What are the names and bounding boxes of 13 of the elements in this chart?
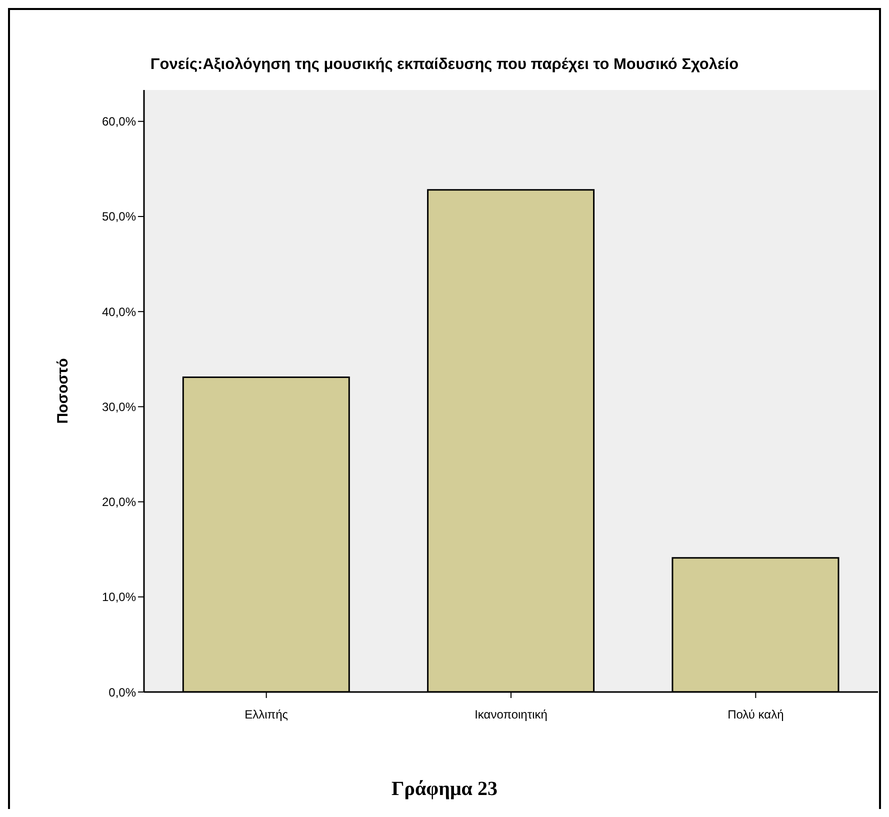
chart-title: Γονείς:Αξιολόγηση της μουσικής εκπαίδευσης που παρέχει το Μουσικό Σχολείο bbox=[149, 56, 740, 74]
y-tick-label: 20,0% bbox=[102, 495, 136, 510]
y-axis-title: Ποσοστό bbox=[54, 358, 72, 424]
y-tick-label: 10,0% bbox=[102, 590, 136, 604]
x-tick-label: Ελλιπής bbox=[244, 708, 288, 722]
y-tick-label: 0,0% bbox=[108, 685, 136, 700]
y-tick-label: 30,0% bbox=[102, 400, 136, 414]
text: Γράφημα 23 bbox=[390, 778, 498, 801]
y-tick-label: 60,0% bbox=[102, 114, 136, 129]
y-tick-label: 40,0% bbox=[102, 304, 136, 319]
y-tick-label: 50,0% bbox=[102, 210, 136, 224]
x-tick-label: Ικανοποιητική bbox=[474, 708, 548, 722]
x-tick-label: Πολύ καλή bbox=[728, 708, 784, 722]
